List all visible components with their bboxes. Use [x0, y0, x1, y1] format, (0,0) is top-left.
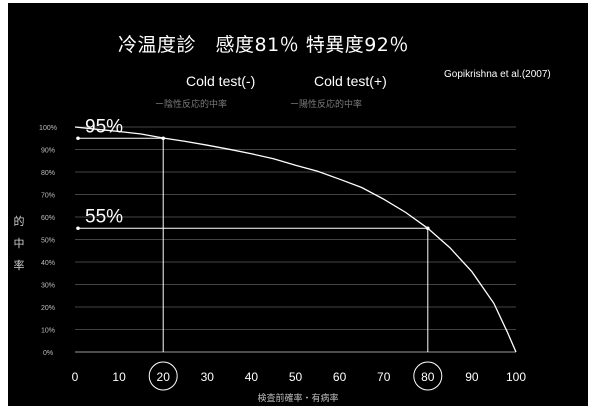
- y-tick-label: 30%: [41, 283, 55, 290]
- chart-title: 冷温度診 感度81％ 特異度92％: [118, 34, 409, 56]
- annotation-marker: [76, 136, 80, 141]
- x-tick-label: 10: [112, 370, 126, 384]
- chart-plot: 0% 10% 20% 30% 40% 50% 60% 70% 80% 90% 100% 0 10 20 3…: [39, 116, 526, 391]
- y-tick-label: 20%: [41, 305, 55, 312]
- y-tick-labels: 0% 10% 20% 30% 40% 50% 60% 70% 80% 90% 100%: [39, 125, 57, 357]
- series-line: [74, 126, 517, 353]
- legend-label-negative: Cold test(-): [186, 73, 256, 89]
- x-tick-label: 40: [245, 370, 259, 384]
- y-tick-label: 80%: [41, 170, 55, 177]
- x-axis-label: 検査前確率・有病率: [257, 394, 339, 404]
- source-citation: Gopikrishna et al.(2007): [444, 69, 551, 80]
- legend-sub-negative: ー陰性反応的中率: [155, 100, 228, 110]
- x-tick-label: 20: [157, 370, 171, 384]
- annotation-marker: [161, 136, 165, 141]
- y-tick-label: 0%: [43, 350, 53, 357]
- annotation-marker: [426, 226, 430, 231]
- y-tick-label: 10%: [41, 328, 55, 335]
- x-tick-label: 60: [333, 370, 347, 384]
- y-tick-label: 60%: [41, 215, 55, 222]
- y-axis-label: 的中率: [13, 215, 25, 272]
- annotation-layer: 95% 55%: [76, 116, 430, 231]
- legend-sub-positive: ー陽性反応的中率: [290, 100, 363, 110]
- x-tick-label: 0: [72, 370, 79, 384]
- x-tick-label: 50: [289, 370, 303, 384]
- x-tick-label: 30: [201, 370, 215, 384]
- y-tick-label: 50%: [41, 238, 55, 245]
- x-tick-label: 90: [465, 370, 479, 384]
- grid-layer: [75, 126, 516, 353]
- y-tick-label: 40%: [41, 260, 55, 267]
- highlight-circle: [148, 361, 178, 391]
- y-tick-label: 100%: [39, 125, 57, 132]
- series-layer: [74, 126, 517, 353]
- annotation-label: 55%: [85, 206, 123, 227]
- highlight-circle: [413, 361, 443, 391]
- chart-panel: 冷温度診 感度81％ 特異度92％ Cold test(-) ー陰性反応的中率 …: [8, 3, 588, 406]
- guide-lines: [78, 137, 429, 352]
- x-tick-label: 100: [506, 370, 526, 384]
- x-tick-label: 80: [421, 370, 435, 384]
- legend-label-positive: Cold test(+): [314, 73, 387, 89]
- x-tick-labels: 0 10 20 30 40 50 60 70 80 90 100: [72, 361, 526, 391]
- y-tick-label: 70%: [41, 193, 55, 200]
- annotation-label: 95%: [85, 116, 123, 137]
- y-tick-label: 90%: [41, 148, 55, 155]
- x-tick-label: 70: [377, 370, 391, 384]
- annotation-marker: [76, 226, 80, 231]
